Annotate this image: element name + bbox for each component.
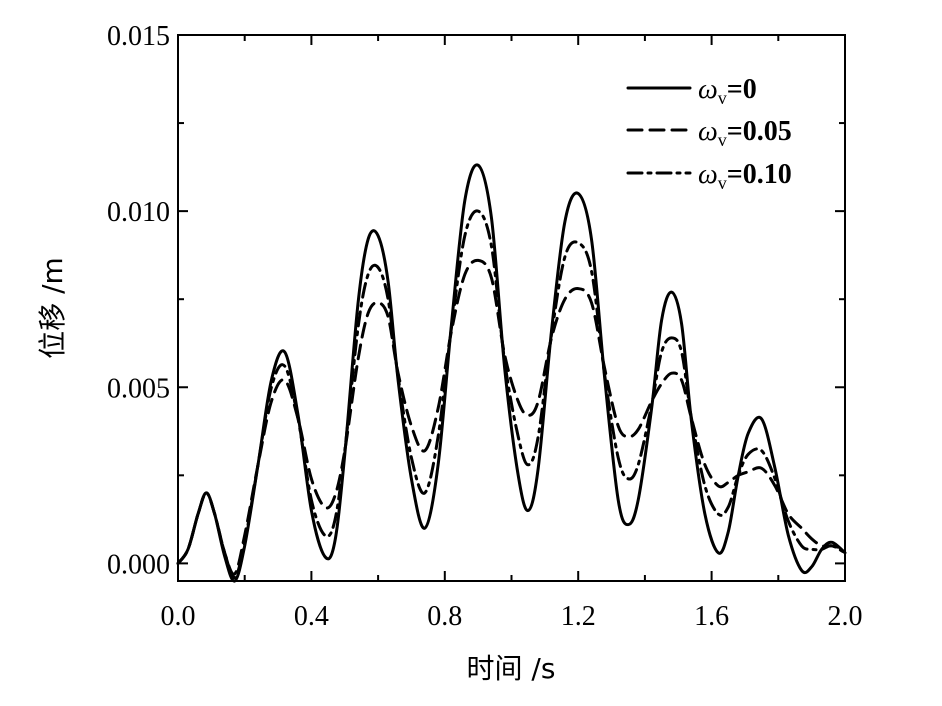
y-axis: 0.000 0.005 0.010 0.015: [107, 21, 845, 580]
y-tick-label: 0.010: [107, 197, 170, 228]
legend-label-1: ωv=0.05: [698, 116, 792, 150]
legend-omega: ω: [698, 74, 718, 105]
legend-subscript: v: [718, 130, 727, 150]
legend-value: =0: [727, 74, 757, 105]
x-tick-label: 0.0: [161, 601, 196, 632]
legend-omega: ω: [698, 116, 718, 147]
x-tick-label: 2.0: [828, 601, 863, 632]
legend-omega: ω: [698, 159, 718, 190]
x-axis-title: 时间 /s: [467, 652, 556, 685]
legend-subscript: v: [718, 173, 727, 193]
series-line-1: [176, 258, 847, 576]
legend-label-0: ωv=0: [698, 74, 757, 108]
series-line-2: [176, 209, 847, 579]
x-tick-label: 1.2: [561, 601, 596, 632]
legend-value: =0.05: [727, 116, 792, 147]
x-axis: 0.0 0.4 0.8 1.2 1.6 2.0: [161, 35, 863, 632]
series-lines: [176, 163, 847, 583]
x-tick-label: 1.6: [694, 601, 729, 632]
x-tick-label: 0.8: [427, 601, 462, 632]
y-tick-label: 0.005: [107, 373, 170, 404]
series-line-0: [176, 163, 847, 583]
x-tick-label: 0.4: [294, 601, 329, 632]
y-tick-label: 0.015: [107, 21, 170, 52]
y-tick-label: 0.000: [107, 549, 170, 580]
legend-subscript: v: [718, 88, 727, 108]
y-axis-title: 位移 /m: [36, 257, 69, 359]
legend-value: =0.10: [727, 159, 792, 190]
legend-label-2: ωv=0.10: [698, 159, 792, 193]
